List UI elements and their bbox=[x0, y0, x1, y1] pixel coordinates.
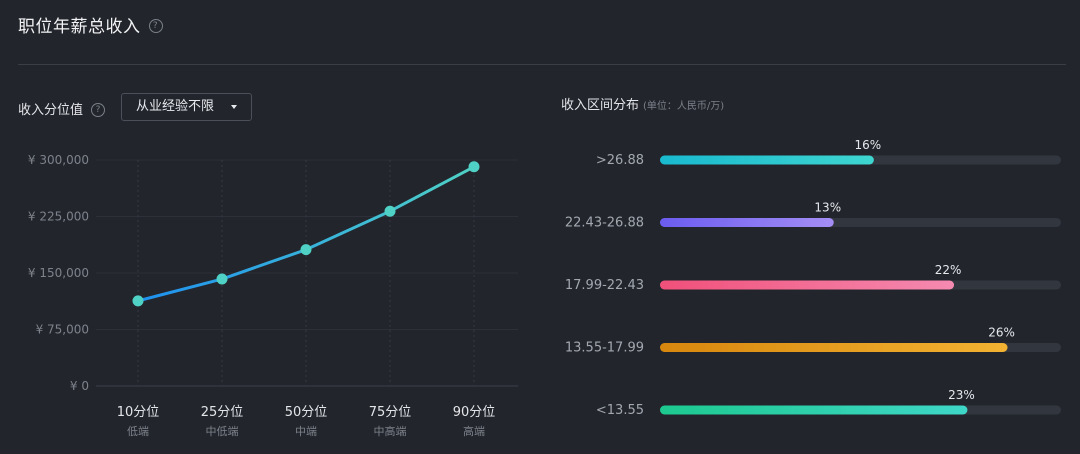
data-label: 26% bbox=[988, 326, 1015, 340]
bar bbox=[660, 218, 834, 227]
unit-label: (单位：人民币/万) bbox=[643, 101, 725, 112]
x-sub-label: 高端 bbox=[463, 424, 485, 438]
bar bbox=[660, 155, 874, 165]
category-label: 17.99-22.43 bbox=[565, 278, 644, 293]
caret-down-icon bbox=[231, 105, 237, 109]
experience-select-value: 从业经验不限 bbox=[136, 99, 215, 114]
data-point bbox=[216, 273, 228, 285]
y-tick-label: ¥ 225,000 bbox=[28, 210, 89, 224]
percentile-label: 收入分位值? bbox=[18, 99, 106, 118]
page-title: 职位年薪总收入? bbox=[18, 12, 163, 37]
help-icon[interactable]: ? bbox=[148, 19, 163, 33]
x-tick-label: 50分位 bbox=[285, 405, 328, 420]
distribution-label-text: 收入区间分布 bbox=[561, 98, 640, 113]
data-label: 22% bbox=[935, 263, 962, 277]
bar bbox=[660, 343, 1008, 352]
data-point bbox=[300, 244, 312, 256]
y-tick-label: ¥ 300,000 bbox=[28, 153, 89, 167]
x-tick-label: 10分位 bbox=[117, 405, 160, 420]
data-point bbox=[132, 295, 144, 307]
y-tick-label: ¥ 150,000 bbox=[28, 266, 89, 280]
percentile-help-icon[interactable]: ? bbox=[91, 102, 106, 117]
bar bbox=[660, 280, 955, 290]
data-label: 13% bbox=[814, 201, 841, 215]
x-tick-label: 25分位 bbox=[201, 405, 244, 420]
page-title-text: 职位年薪总收入 bbox=[18, 17, 141, 37]
x-tick-label: 75分位 bbox=[369, 405, 412, 420]
data-label: 16% bbox=[855, 138, 882, 152]
y-tick-label: ¥ 0 bbox=[70, 379, 89, 393]
data-point bbox=[468, 161, 480, 173]
x-sub-label: 中端 bbox=[295, 425, 317, 438]
divider bbox=[18, 64, 1066, 65]
data-label: 23% bbox=[948, 388, 975, 402]
category-label: >26.88 bbox=[596, 153, 644, 168]
income-distribution-chart: >26.88 16% 22.43-26.88 13% 17.99-22.43 22% 13.… bbox=[565, 138, 1061, 418]
salary-percentile-chart: ¥ 0 ¥ 75,000 ¥ 150,000 ¥ 225,000 ¥ 300,000 10… bbox=[28, 153, 518, 438]
x-sub-label: 低端 bbox=[127, 425, 149, 438]
experience-select[interactable]: 从业经验不限 bbox=[121, 93, 252, 121]
x-sub-label: 中高端 bbox=[374, 424, 407, 438]
distribution-label: 收入区间分布 (单位：人民币/万) bbox=[561, 94, 724, 113]
x-sub-label: 中低端 bbox=[206, 425, 239, 438]
y-tick-label: ¥ 75,000 bbox=[36, 323, 89, 337]
data-point bbox=[384, 205, 396, 217]
bar bbox=[660, 405, 968, 415]
category-label: 22.43-26.88 bbox=[565, 216, 644, 231]
category-label: <13.55 bbox=[596, 403, 644, 418]
category-label: 13.55-17.99 bbox=[565, 341, 644, 356]
percentile-label-text: 收入分位值 bbox=[18, 103, 84, 118]
x-tick-label: 90分位 bbox=[453, 405, 496, 420]
